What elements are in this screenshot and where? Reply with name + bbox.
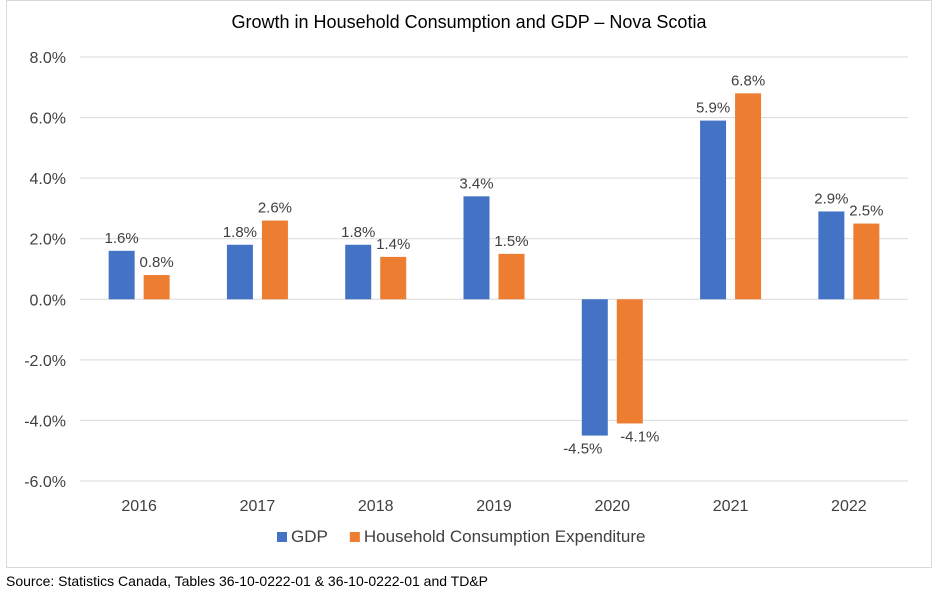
- bar-household-consumption: [261, 220, 288, 300]
- y-tick-label: 0.0%: [30, 292, 66, 309]
- data-label: 1.8%: [223, 224, 257, 241]
- x-tick-label: 2017: [240, 498, 276, 515]
- legend: GDP Household Consumption Expenditure: [277, 527, 645, 546]
- x-tick-label: 2020: [594, 498, 630, 515]
- bar-household-consumption: [498, 253, 525, 300]
- x-axis-tick-labels: 2016 2017 2018 2019 2020 2021 2022: [121, 498, 866, 515]
- bar-gdp: [700, 120, 727, 300]
- x-tick-label: 2022: [831, 498, 867, 515]
- bar-household-consumption: [735, 93, 762, 300]
- y-tick-label: 6.0%: [30, 111, 66, 128]
- legend-label: GDP: [291, 527, 328, 546]
- gridlines: [80, 56, 908, 482]
- bar-gdp: [463, 196, 490, 300]
- bar-gdp: [108, 250, 135, 300]
- data-label: 3.4%: [459, 175, 493, 192]
- x-tick-label: 2016: [121, 498, 157, 515]
- y-tick-label: 2.0%: [30, 232, 66, 249]
- y-tick-label: -2.0%: [24, 353, 66, 370]
- y-axis-tick-labels: 8.0% 6.0% 4.0% 2.0% 0.0% -2.0% -4.0% -6.0%: [24, 50, 66, 491]
- legend-swatch: [277, 532, 287, 542]
- bar-gdp: [226, 244, 253, 300]
- data-label: 1.5%: [494, 233, 528, 250]
- data-label: -4.5%: [563, 441, 602, 458]
- data-label: 1.6%: [105, 230, 139, 247]
- data-label: 2.9%: [814, 190, 848, 207]
- legend-label: Household Consumption Expenditure: [364, 527, 646, 546]
- bar-household-consumption: [380, 256, 407, 300]
- bar-household-consumption: [616, 299, 643, 424]
- legend-swatch: [349, 532, 360, 542]
- data-labels: 1.6%0.8%1.8%2.6%1.8%1.4%3.4%1.5%-4.5%-4.…: [105, 72, 884, 457]
- data-label: 1.8%: [341, 224, 375, 241]
- y-tick-label: -6.0%: [24, 474, 66, 491]
- bar-household-consumption: [853, 223, 880, 300]
- bars: [108, 93, 880, 436]
- bar-gdp: [345, 244, 372, 300]
- y-tick-label: 8.0%: [30, 50, 66, 67]
- chart-frame: [6, 0, 932, 568]
- data-label: 2.6%: [258, 200, 292, 217]
- x-tick-label: 2021: [713, 498, 749, 515]
- data-label: 6.8%: [731, 72, 765, 89]
- data-label: -4.1%: [620, 428, 659, 445]
- y-tick-label: -4.0%: [24, 413, 66, 430]
- bar-gdp: [818, 211, 845, 300]
- bar-gdp: [581, 299, 608, 436]
- x-tick-label: 2018: [358, 498, 394, 515]
- data-label: 0.8%: [140, 254, 174, 271]
- bar-household-consumption: [143, 275, 170, 300]
- data-label: 2.5%: [849, 203, 883, 220]
- y-tick-label: 4.0%: [30, 171, 66, 188]
- data-label: 5.9%: [696, 100, 730, 117]
- chart-title: Growth in Household Consumption and GDP …: [232, 12, 708, 32]
- data-label: 1.4%: [376, 236, 410, 253]
- source-note: Source: Statistics Canada, Tables 36-10-…: [6, 573, 489, 589]
- x-tick-label: 2019: [476, 498, 512, 515]
